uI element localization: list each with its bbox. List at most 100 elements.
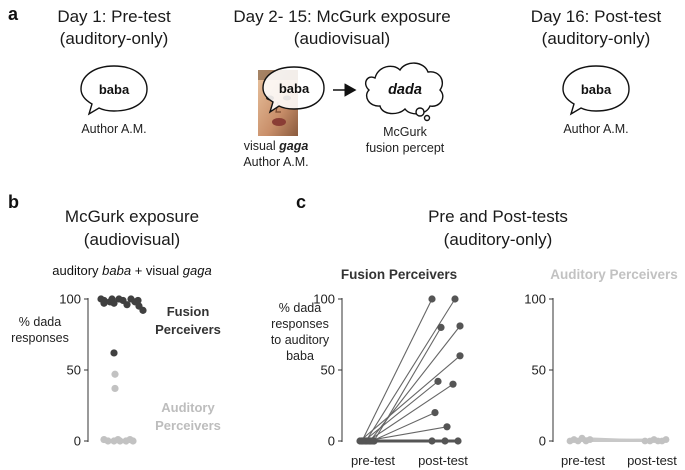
panel-b-ylabel-line1: % dada	[19, 315, 61, 329]
auditory-post-point	[641, 437, 649, 445]
fusion-perceiver-point	[108, 295, 116, 303]
stage-posttest: Day 16: Post-test (auditory-only) baba A…	[531, 7, 662, 136]
panel-c-title: Pre and Post-tests	[428, 207, 568, 226]
stage-exposure-subtitle: (audiovisual)	[294, 29, 390, 48]
thought-dot-small	[423, 114, 431, 122]
auditory-xtick-post: post-test	[627, 453, 677, 468]
fusion-post-point	[428, 295, 436, 303]
fusion-post-point	[451, 295, 459, 303]
panel-b-title: McGurk exposure	[65, 207, 199, 226]
fusion-post-point	[454, 437, 462, 445]
group-label-fusion: Fusion	[167, 304, 210, 319]
panel-c-ylabel-line3: to auditory	[271, 333, 330, 347]
panel-c-subtitle: (auditory-only)	[444, 230, 553, 249]
fusion-subject-line	[365, 298, 456, 442]
auditory-perceiver-point	[129, 437, 137, 445]
fusion-subplot-tick-label-100: 100	[313, 292, 335, 307]
panel-b-tick-label-50: 50	[67, 363, 81, 378]
fusion-perceiver-point	[123, 301, 131, 309]
fusion-post-point	[441, 437, 449, 445]
fusion-perceiver-point	[110, 349, 118, 357]
fusion-perceiver-point	[100, 299, 108, 307]
fusion-subject-line	[359, 355, 461, 442]
bubble-text-posttest: baba	[581, 82, 612, 97]
speech-bubble-exposure	[262, 66, 325, 114]
fusion-xtick-pre: pre-test	[351, 453, 395, 468]
fusion-perceiver-point	[139, 306, 147, 314]
panel-b-points	[97, 295, 147, 445]
group-label-auditory-2: Perceivers	[155, 418, 221, 433]
panel-b-ylabel-line2: responses	[11, 331, 69, 345]
panel-c-letter: c	[296, 192, 306, 212]
fusion-subject-line	[363, 380, 439, 442]
fusion-subject-line	[371, 412, 436, 442]
group-label-fusion-2: Perceivers	[155, 322, 221, 337]
bubble-text-exposure: baba	[279, 81, 310, 96]
panel-b-subtitle: (audiovisual)	[84, 230, 180, 249]
auditory-subplot-tick-label-50: 50	[532, 363, 546, 378]
fusion-subject-line	[367, 383, 454, 442]
fusion-subplot-yticks: 0 50 100	[313, 292, 342, 449]
fusion-post-point	[456, 352, 464, 360]
fusion-xtick-post: post-test	[418, 453, 468, 468]
caption-posttest: Author A.M.	[563, 122, 628, 136]
fusion-subject-line	[365, 426, 448, 442]
fusion-post-point	[443, 423, 451, 431]
fusion-subplot-tick-label-0: 0	[328, 434, 335, 449]
panel-b-letter: b	[8, 192, 19, 212]
stage-posttest-subtitle: (auditory-only)	[542, 29, 651, 48]
fusion-post-point	[431, 409, 439, 417]
caption-pretest: Author A.M.	[81, 122, 146, 136]
fusion-post-point	[456, 322, 464, 330]
panel-c-ylabel-line4: baba	[286, 349, 314, 363]
stage-pretest-subtitle: (auditory-only)	[60, 29, 169, 48]
speech-bubble-pretest	[80, 65, 148, 116]
stage-exposure-title: Day 2- 15: McGurk exposure	[233, 7, 450, 26]
auditory-perceiver-point	[116, 437, 124, 445]
panel-c-ylabel-line1: % dada	[279, 301, 321, 315]
fusion-perceiver-point	[134, 296, 142, 305]
auditory-perceiver-point	[111, 384, 119, 393]
stimulus-label: auditory baba + visual gaga	[52, 263, 211, 278]
auditory-post-point	[662, 436, 670, 443]
panel-c-ylabel-line2: responses	[271, 317, 329, 331]
stage-pretest: Day 1: Pre-test (auditory-only) baba Aut…	[57, 7, 171, 136]
panel-b-ylabel: % dada responses	[11, 315, 69, 345]
stage-exposure: Day 2- 15: McGurk exposure (audiovisual)…	[233, 7, 450, 169]
fusion-post-point	[449, 380, 457, 388]
panel-b-tick-label-0: 0	[74, 434, 81, 449]
panel-a-letter: a	[8, 4, 19, 24]
auditory-pre-point	[586, 436, 594, 443]
thought-text: dada	[388, 82, 422, 98]
fusion-pre-point	[358, 437, 366, 445]
panel-b-tick-label-100: 100	[59, 292, 81, 307]
auditory-perceiver-point	[111, 370, 119, 378]
auditory-subplot-tick-label-100: 100	[524, 292, 546, 307]
fusion-subplot-lines	[356, 295, 464, 445]
fusion-subplot-title: Fusion Perceivers	[341, 267, 457, 282]
auditory-subplot-lines	[566, 434, 670, 445]
auditory-subplot-yticks: 0 50 100	[524, 292, 553, 449]
auditory-perceiver-point	[104, 437, 112, 445]
group-label-auditory: Auditory	[161, 400, 215, 415]
visual-author-caption: Author A.M.	[243, 155, 308, 169]
fusion-post-point	[428, 437, 436, 445]
fusion-pre-point	[370, 437, 378, 445]
fusion-post-point	[437, 323, 445, 331]
visual-caption: visual gaga	[244, 139, 309, 153]
bubble-text-pretest: baba	[99, 82, 130, 97]
thought-cloud	[365, 62, 444, 115]
auditory-xtick-pre: pre-test	[561, 453, 605, 468]
panel-c-ylabel: % dada responses to auditory baba	[271, 301, 330, 363]
fusion-subject-line	[373, 327, 442, 442]
fusion-subplot-tick-label-50: 50	[321, 363, 335, 378]
stage-pretest-title: Day 1: Pre-test	[57, 7, 171, 26]
speech-bubble-posttest	[562, 65, 630, 116]
fusion-subject-line	[361, 298, 433, 442]
auditory-subplot-tick-label-0: 0	[539, 434, 546, 449]
fusion-caption: McGurk	[383, 125, 428, 139]
auditory-subplot-title: Auditory Perceivers	[550, 267, 678, 282]
panel-b-yticks: 0 50 100	[59, 292, 88, 449]
fusion-caption-2: fusion percept	[366, 141, 445, 155]
